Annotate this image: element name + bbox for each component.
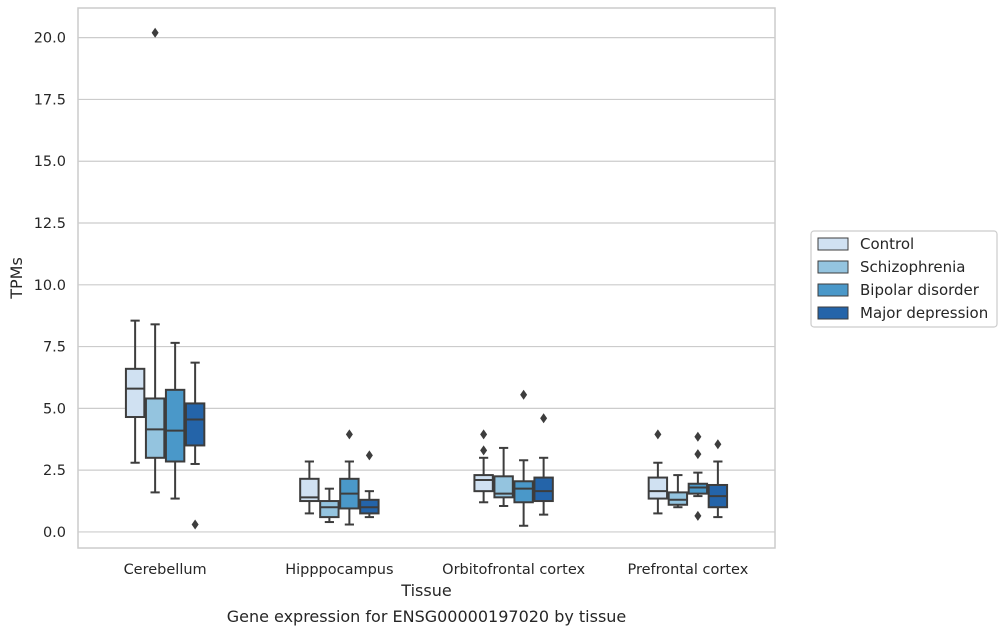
box-plot-group [124, 319, 146, 464]
outlier-point [345, 429, 353, 440]
legend-entry-label: Major depression [860, 304, 988, 322]
legend-swatch [817, 283, 849, 297]
legend-swatch [817, 260, 849, 274]
x-tick-label: Prefrontal cortex [627, 562, 748, 578]
series-control [124, 319, 669, 515]
box-plot-group [299, 460, 320, 515]
y-tick-label: 15.0 [34, 154, 66, 170]
outlier-point [520, 389, 528, 400]
outlier-point [365, 450, 373, 461]
x-tick-label: Cerebellum [124, 562, 207, 578]
box-plot-group [667, 474, 689, 509]
box-plot-group [707, 439, 729, 519]
y-tick-label: 10.0 [34, 278, 66, 294]
box-plot-group [687, 431, 709, 521]
x-tick-label: Orbitofrontal cortex [442, 562, 585, 578]
box-plot-group [164, 341, 186, 500]
box [647, 476, 669, 500]
x-tick-labels: Cerebellum Hipppocampus Orbitofrontal cort… [124, 562, 749, 578]
box-plot-group [493, 446, 514, 507]
box [513, 480, 534, 504]
box-plot-series [124, 27, 729, 530]
legend-entry-label: Control [860, 235, 914, 253]
outlier-point [151, 27, 159, 38]
box-plot-group [339, 429, 360, 526]
box [473, 474, 494, 493]
series-major-depression [184, 361, 729, 530]
y-tick-labels: 0.0 2.5 5.0 7.5 10.0 12.5 15.0 17.5 20.0 [34, 31, 66, 541]
y-tick-label: 2.5 [43, 463, 66, 479]
y-tick-label: 17.5 [34, 92, 66, 108]
box-plot-group [184, 361, 206, 530]
chart-caption: Gene expression for ENSG00000197020 by t… [227, 607, 627, 626]
box [299, 477, 320, 503]
outlier-point [480, 429, 488, 440]
outlier-point [714, 439, 722, 450]
box [667, 491, 689, 506]
outlier-point [480, 445, 488, 456]
box-plot-group [533, 413, 554, 516]
box-plot-group [319, 487, 340, 524]
y-axis-label: TPMs [7, 257, 26, 300]
legend-swatch [817, 237, 849, 251]
box [493, 475, 514, 499]
box-plot-group [359, 450, 380, 519]
y-tick-label: 0.0 [43, 525, 66, 541]
outlier-point [654, 429, 662, 440]
x-axis-label: Tissue [400, 581, 451, 600]
y-tick-label: 20.0 [34, 31, 66, 47]
series-schizophrenia [144, 27, 689, 524]
box-plot-group [647, 429, 669, 515]
legend: Control Schizophrenia Bipolar disorder Majo… [810, 230, 998, 328]
y-tick-label: 5.0 [43, 401, 66, 417]
plot-area-frame [77, 7, 776, 549]
box-plot-group [473, 429, 494, 504]
box [124, 367, 146, 419]
y-tick-label: 7.5 [43, 340, 66, 356]
y-tick-label: 12.5 [34, 216, 66, 232]
box [319, 500, 340, 519]
box [184, 402, 206, 447]
legend-entry-label: Bipolar disorder [860, 281, 980, 299]
box [533, 476, 554, 503]
outlier-point [694, 510, 702, 521]
box-plot-group [144, 27, 166, 494]
outlier-point [694, 449, 702, 460]
series-bipolar-disorder [164, 341, 709, 527]
box [144, 397, 166, 459]
legend-swatch [817, 306, 849, 320]
box-plot-group [513, 389, 534, 527]
outlier-point [540, 413, 548, 424]
outlier-point [694, 431, 702, 442]
x-tick-label: Hipppocampus [285, 562, 393, 578]
box [687, 482, 709, 495]
legend-frame [810, 230, 998, 328]
outlier-point [191, 519, 199, 530]
legend-entry-label: Schizophrenia [860, 258, 965, 276]
box [164, 388, 186, 463]
